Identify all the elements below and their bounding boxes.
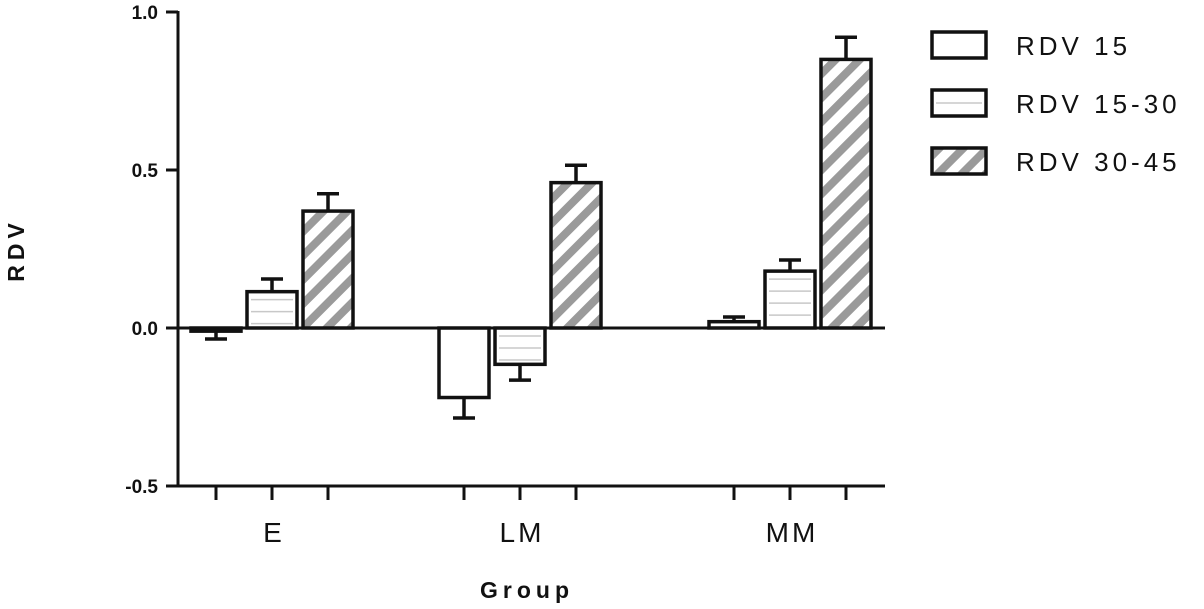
y-axis-title: RDV	[3, 218, 29, 282]
y-ticks: -0.5 0.0 0.5 1.0	[125, 3, 178, 498]
legend-label: RDV 15	[1016, 31, 1131, 61]
error-bar	[261, 277, 283, 292]
legend-swatch	[930, 30, 988, 60]
x-axis-title: Group	[480, 577, 574, 603]
legend: RDV 15 RDV 15-30 RDV 30-45	[930, 30, 1181, 177]
x-tick-label: MM	[766, 517, 819, 548]
legend-label: RDV 15-30	[1016, 89, 1181, 119]
error-bar	[723, 315, 745, 322]
bar-mm-series-2	[763, 269, 817, 330]
y-tick-label: 0.5	[132, 161, 159, 182]
bar-fill	[551, 182, 601, 328]
error-bar	[453, 397, 475, 420]
legend-item-3: RDV 30-45	[930, 146, 1181, 177]
error-bar	[205, 331, 227, 341]
bar-lm-series-3	[549, 180, 603, 330]
x-ticks: E LM MM	[214, 486, 848, 548]
bar-e-series-2	[245, 289, 299, 330]
x-tick-label: LM	[500, 517, 545, 548]
error-bars-layer	[205, 35, 857, 420]
bar-fill	[709, 321, 759, 328]
y-tick-label: -0.5	[125, 477, 158, 498]
bar-fill	[303, 211, 353, 328]
bar-fill	[495, 328, 545, 365]
error-bar	[509, 364, 531, 382]
y-tick-label: 0.0	[132, 319, 158, 340]
legend-label: RDV 30-45	[1016, 147, 1181, 177]
legend-swatch	[930, 88, 988, 118]
bar-fill	[821, 59, 871, 329]
error-bar	[565, 163, 587, 183]
legend-item-1: RDV 15	[930, 30, 1131, 61]
error-bar	[317, 191, 339, 212]
error-bar	[835, 35, 857, 60]
legend-swatch-fill	[932, 32, 986, 58]
bars-layer	[189, 57, 873, 400]
legend-item-2: RDV 15-30	[930, 88, 1181, 119]
bar-lm-series-1	[437, 326, 491, 400]
bar-fill	[247, 291, 297, 328]
error-bar	[779, 258, 801, 272]
y-tick-label: 1.0	[132, 3, 158, 24]
bar-lm-series-2	[493, 326, 547, 367]
legend-swatch-fill	[932, 148, 986, 174]
bar-mm-series-3	[819, 57, 873, 330]
bar-fill	[765, 271, 815, 328]
x-tick-label: E	[263, 517, 285, 548]
bar-e-series-3	[301, 209, 355, 330]
bar-fill	[439, 328, 489, 398]
legend-swatch	[930, 146, 988, 176]
